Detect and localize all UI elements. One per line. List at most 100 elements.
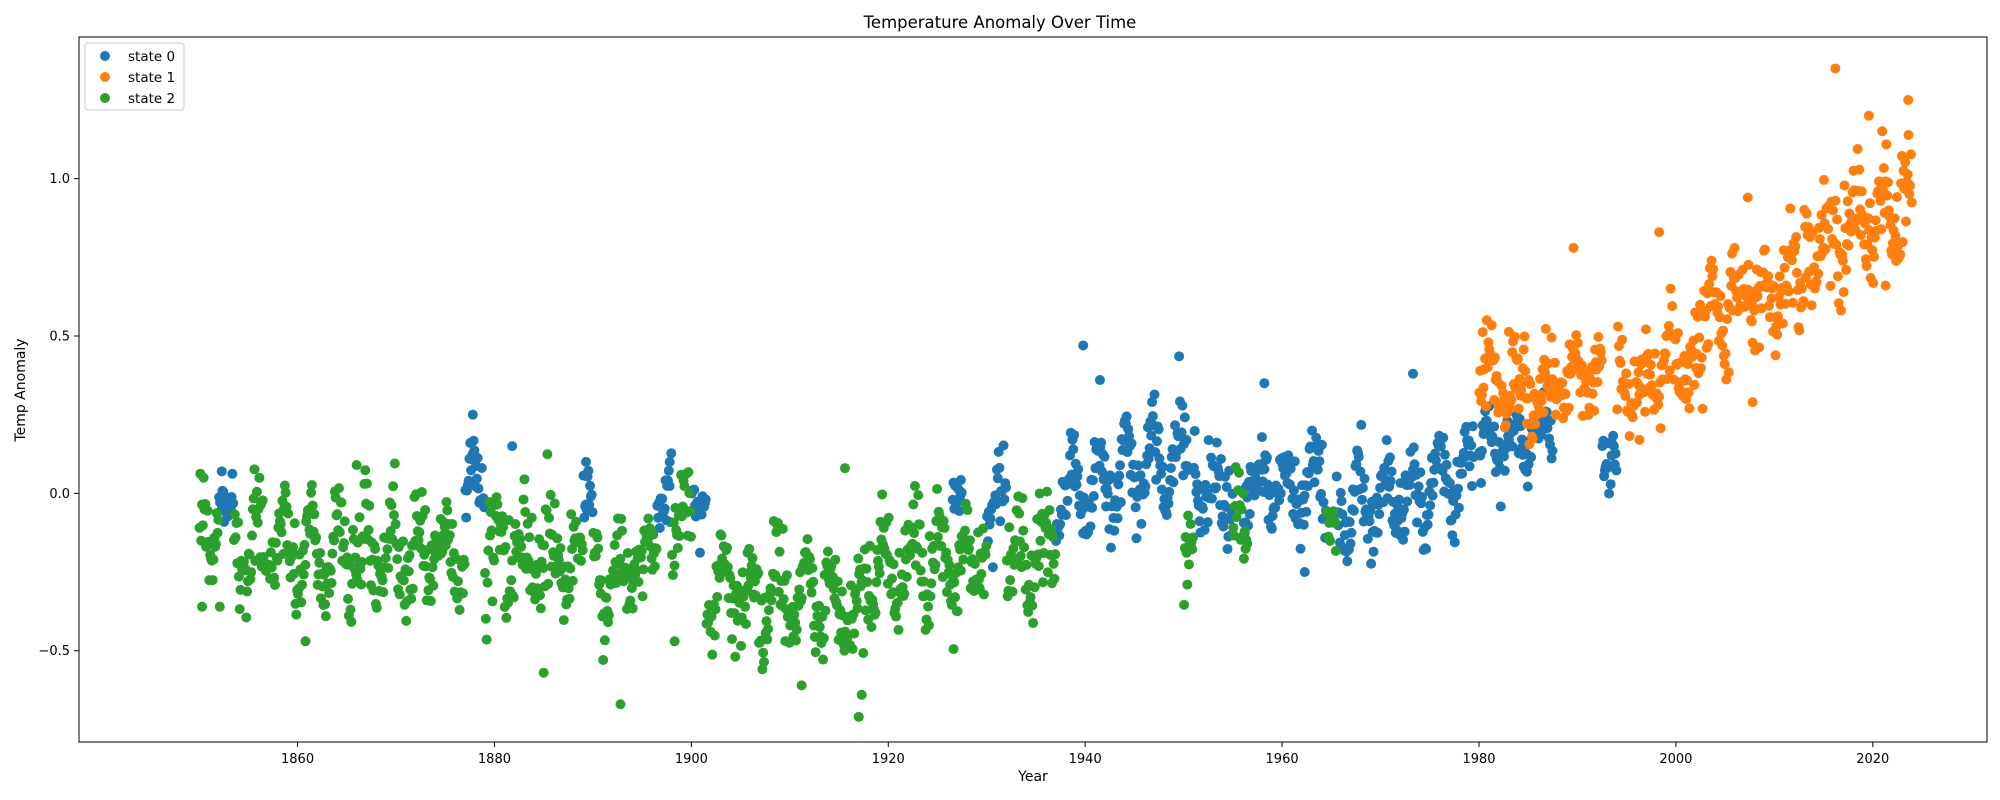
data-point-state-2 [707,649,718,660]
data-point-state-1 [1683,387,1694,398]
data-point-state-1 [1679,350,1690,361]
data-point-state-0 [1165,463,1176,474]
data-point-state-2 [385,526,396,537]
data-point-state-1 [1697,403,1708,414]
data-point-state-0 [1096,437,1107,448]
data-point-state-2 [549,498,560,509]
data-point-state-0 [1444,478,1455,489]
data-point-state-2 [830,554,841,565]
data-point-state-2 [1187,544,1198,555]
data-point-state-2 [1228,522,1239,533]
data-point-state-2 [535,590,545,601]
data-point-state-0 [1215,454,1226,465]
data-point-state-0 [1168,477,1179,488]
data-point-state-2 [1037,577,1048,588]
data-point-state-2 [370,543,381,554]
data-point-state-2 [567,575,578,586]
data-point-state-2 [197,601,208,612]
data-point-state-0 [461,512,472,523]
data-point-state-0 [1404,479,1415,490]
data-point-state-2 [320,599,331,610]
data-point-state-1 [1708,264,1719,275]
data-point-state-0 [1060,510,1071,521]
data-point-state-2 [669,560,680,571]
data-point-state-2 [542,449,553,460]
data-point-state-0 [1261,452,1272,463]
data-point-state-0 [1441,459,1452,470]
data-point-state-2 [796,592,807,603]
data-point-state-0 [1311,432,1322,443]
data-point-state-0 [1275,488,1286,499]
data-point-state-2 [736,640,747,651]
data-point-state-2 [810,647,821,658]
data-point-state-1 [1905,180,1916,191]
data-point-state-2 [714,572,725,583]
data-point-state-2 [576,555,587,566]
data-point-state-2 [1234,467,1245,478]
data-point-state-0 [1453,502,1464,513]
data-point-state-0 [1256,432,1267,443]
data-point-state-1 [1719,359,1730,370]
data-point-state-0 [1299,490,1310,501]
data-point-state-1 [1684,403,1695,414]
data-point-state-0 [1372,527,1383,538]
data-point-state-0 [1114,470,1125,481]
data-point-state-2 [964,543,975,554]
data-point-state-2 [861,563,872,574]
data-point-state-2 [667,549,678,560]
data-point-state-1 [1717,340,1728,351]
x-tick-label: 1920 [872,752,905,767]
data-point-state-0 [1335,487,1346,498]
data-point-state-0 [657,493,668,504]
data-point-state-2 [959,525,970,536]
data-point-state-2 [763,605,774,616]
data-point-state-1 [1694,332,1705,343]
data-point-state-1 [1621,368,1632,379]
data-point-state-0 [1402,496,1413,507]
data-point-state-2 [1015,550,1026,561]
data-point-state-0 [1423,509,1434,520]
x-tick-label: 1880 [478,752,511,767]
data-point-state-0 [1211,437,1222,448]
data-point-state-0 [1151,436,1162,447]
data-point-state-1 [1664,365,1675,376]
data-point-state-2 [820,605,831,616]
data-point-state-1 [1746,316,1757,327]
data-point-state-1 [1589,405,1600,416]
data-point-state-2 [371,602,382,613]
data-point-state-2 [891,611,902,622]
data-point-state-0 [1068,444,1079,455]
data-point-state-0 [473,483,484,494]
data-point-state-2 [197,520,208,531]
data-point-state-2 [864,540,875,551]
data-point-state-2 [555,543,566,554]
data-point-state-2 [315,547,326,558]
data-point-state-1 [1563,402,1574,413]
chart-title: Temperature Anomaly Over Time [863,13,1137,32]
data-point-state-2 [208,554,219,565]
data-point-state-0 [1336,496,1347,507]
data-point-state-2 [905,550,916,561]
data-point-state-0 [994,462,1005,473]
data-point-state-1 [1759,244,1770,255]
data-point-state-0 [1546,453,1557,464]
data-point-state-0 [1218,521,1229,532]
data-point-state-2 [398,575,409,586]
data-point-state-0 [1259,464,1270,475]
data-point-state-2 [334,483,344,494]
data-point-state-2 [332,509,343,520]
data-point-state-0 [227,468,238,479]
data-point-state-1 [1830,195,1841,206]
data-point-state-2 [716,530,727,541]
data-point-state-1 [1595,347,1606,358]
data-point-state-2 [320,611,331,622]
data-point-state-2 [648,529,659,540]
data-point-state-1 [1754,342,1765,353]
data-point-state-0 [1521,466,1532,477]
data-point-state-2 [651,543,662,554]
data-point-state-2 [794,584,805,595]
data-point-state-1 [1596,355,1607,366]
data-point-state-0 [666,448,677,459]
data-point-state-0 [1449,537,1460,548]
